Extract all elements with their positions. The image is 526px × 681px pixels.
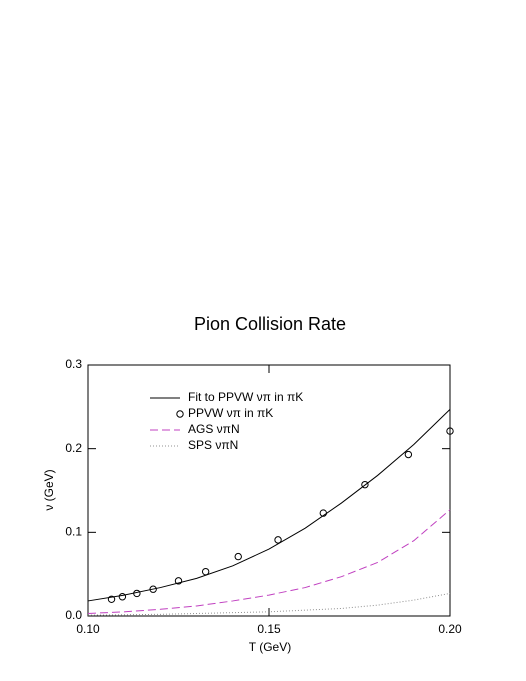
x-tick-label: 0.10: [76, 622, 100, 636]
chart-title: Pion Collision Rate: [194, 314, 346, 334]
data-line: [87, 509, 451, 614]
data-point: [234, 552, 242, 561]
y-axis-label: ν (GeV): [42, 469, 56, 510]
data-point: [201, 567, 210, 576]
legend-label: Fit to PPVW νπ in πK: [188, 390, 303, 404]
data-line: [87, 408, 451, 602]
data-point: [361, 480, 369, 489]
data-point: [319, 509, 327, 517]
legend-label: AGS νπN: [188, 422, 240, 436]
legend-marker: [176, 410, 184, 418]
data-point: [274, 536, 282, 544]
y-tick-label: 0.3: [65, 357, 82, 371]
x-axis-label: T (GeV): [249, 640, 291, 654]
legend-label: SPS νπN: [188, 438, 238, 452]
data-line: [87, 592, 451, 616]
y-tick-label: 0.0: [65, 608, 82, 622]
data-point: [118, 593, 127, 601]
data-point: [446, 427, 454, 435]
data-point: [404, 450, 413, 459]
x-tick-label: 0.15: [257, 622, 281, 636]
y-tick-label: 0.1: [65, 525, 82, 539]
y-tick-label: 0.2: [65, 441, 82, 455]
x-tick-label: 0.20: [438, 622, 462, 636]
data-point: [149, 585, 157, 593]
data-point: [107, 595, 116, 603]
data-point: [174, 577, 183, 585]
data-point: [133, 589, 141, 598]
legend-label: PPVW νπ in πK: [188, 406, 273, 420]
